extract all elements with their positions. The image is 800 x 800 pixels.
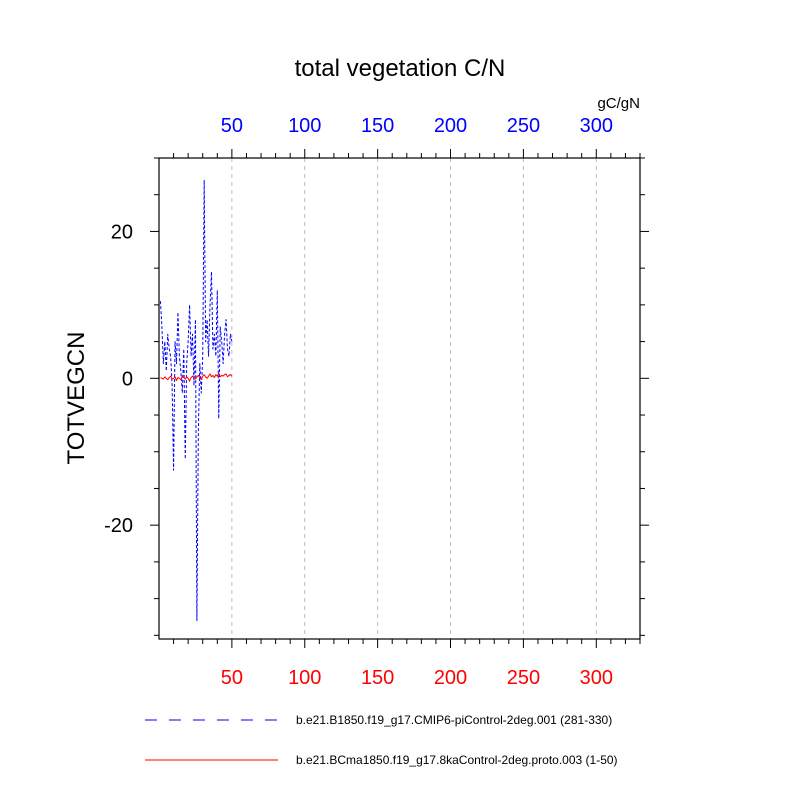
x-tick-label-top: 150 (361, 115, 394, 137)
x-tick-label-top: 200 (434, 115, 467, 137)
x-tick-label-top: 100 (288, 115, 321, 137)
x-tick-label-bottom: 150 (361, 667, 394, 689)
x-tick-label-bottom: 250 (507, 667, 540, 689)
series-lines (159, 179, 233, 622)
grid-lines (231, 158, 597, 639)
x-tick-label-bottom: 100 (288, 667, 321, 689)
series-line-piControl (159, 179, 233, 622)
y-tick-label: -20 (104, 515, 133, 537)
y-axis-label: TOTVEGCN (63, 332, 90, 465)
series-line-8kaControl (160, 372, 233, 382)
x-tick-label-bottom: 200 (434, 667, 467, 689)
x-tick-label-top: 250 (507, 115, 540, 137)
y-tick-label: 0 (122, 368, 133, 390)
x-tick-label-top: 50 (221, 115, 243, 137)
units-label: gC/gN (597, 95, 640, 112)
legend-label-piControl: b.e21.B1850.f19_g17.CMIP6-piControl-2deg… (296, 713, 612, 727)
x-tick-label-bottom: 300 (580, 667, 613, 689)
x-tick-label-top: 300 (580, 115, 613, 137)
legend-label-8kaControl: b.e21.BCma1850.f19_g17.8kaControl-2deg.p… (296, 753, 618, 767)
plot-frame (158, 157, 641, 640)
axis-ticks (150, 149, 649, 648)
legend: b.e21.B1850.f19_g17.CMIP6-piControl-2deg… (145, 713, 618, 767)
y-tick-label: 20 (111, 221, 133, 243)
x-tick-label-bottom: 50 (221, 667, 243, 689)
chart-title: total vegetation C/N (295, 55, 506, 82)
